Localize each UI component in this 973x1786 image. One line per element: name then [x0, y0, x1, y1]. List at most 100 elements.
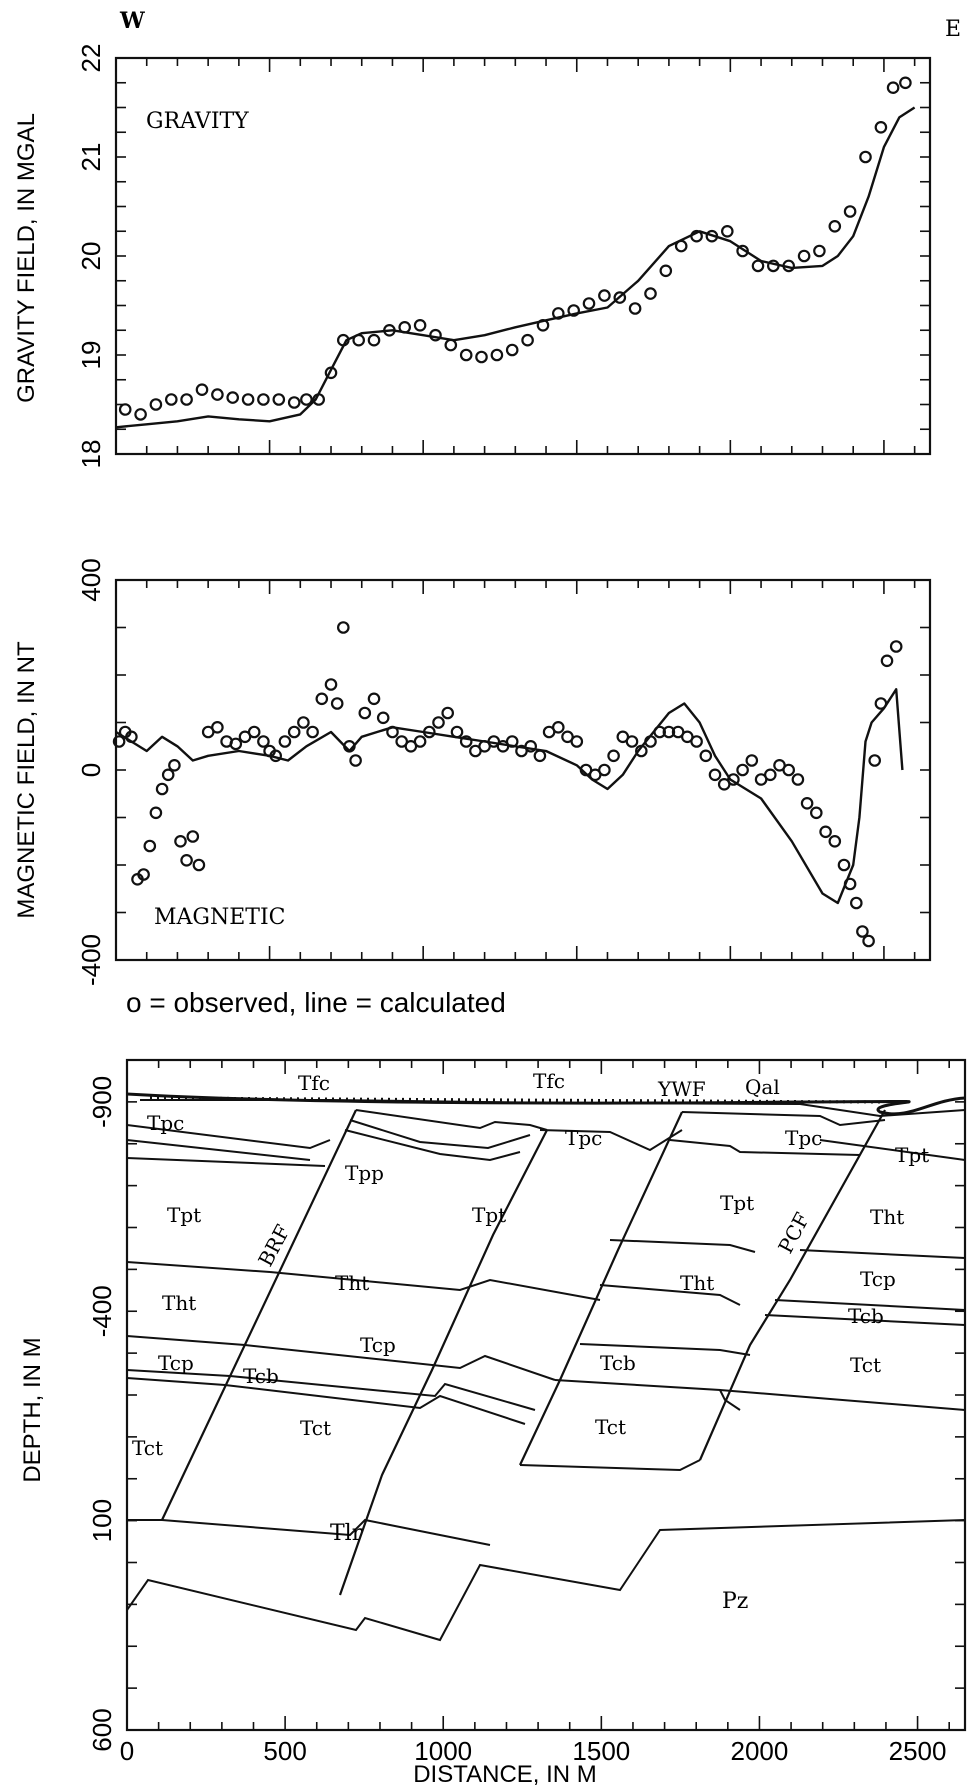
label-tcb-2: Tcb [600, 1351, 636, 1375]
gravity-calculated-line [115, 106, 916, 429]
contact-e4 [764, 1314, 966, 1326]
gravity-ytick-label: 20 [76, 242, 106, 271]
contact-l6 [126, 1369, 231, 1377]
contact-b2-7 [224, 1384, 526, 1425]
label-tct-2: Tct [300, 1416, 331, 1440]
gravity-observed-point [505, 343, 519, 357]
gravity-ytick-labels: 18 19 20 21 22 [76, 44, 106, 469]
gravity-observed-point [886, 81, 900, 94]
magnetic-observed-point [551, 720, 565, 734]
gravity-observed-point [149, 398, 163, 411]
magnetic-observed-point [287, 725, 301, 739]
gravity-observed-point [899, 76, 912, 90]
magnetic-observed-point [247, 725, 261, 739]
magnetic-observed-point [441, 706, 454, 720]
magnetic-ticks [115, 579, 930, 961]
gravity-observed-point [324, 366, 338, 380]
gravity-observed-point [736, 244, 749, 258]
section-xtick-labels: 0 500 1000 1500 2000 2500 [120, 1736, 947, 1766]
section-ylabel: DEPTH, IN M [19, 1337, 46, 1482]
magnetic-observed-point [229, 737, 243, 751]
gravity-observed-point [843, 205, 857, 218]
contact-b2-5 [244, 1344, 556, 1381]
gravity-observed-point [336, 333, 350, 347]
magnetic-observed-point [343, 739, 356, 753]
magnetic-observed-point [791, 773, 805, 786]
magnetic-observed-point [376, 711, 390, 725]
section-frame [125, 1058, 967, 1732]
section-ytick-label: -400 [87, 1285, 117, 1337]
label-tht-4: Tht [870, 1205, 904, 1229]
gravity-observed-point [598, 289, 611, 302]
magnetic-ytick-label: 400 [76, 558, 106, 601]
contact-b2-6 [229, 1375, 536, 1411]
magnetic-observed-point [459, 735, 473, 748]
gravity-observed-point [674, 239, 688, 253]
label-tpp: Tpp [345, 1161, 384, 1185]
contact-e5 [719, 1389, 966, 1411]
contact-b3-5 [519, 1459, 701, 1472]
contact-l2 [126, 1139, 311, 1161]
section-xtick-label: 2500 [889, 1736, 947, 1766]
gravity-observed-point [766, 259, 780, 273]
contact-l5 [126, 1335, 246, 1346]
gravity-ylabel: GRAVITY FIELD, IN MGAL [13, 113, 40, 403]
gravity-observed-point [195, 383, 209, 396]
gravity-observed-point [413, 318, 427, 332]
gravity-ytick-label: 21 [76, 143, 106, 172]
magnetic-observed-point [505, 735, 519, 748]
fault-east [519, 1111, 683, 1466]
label-tcb-1: Tcb [243, 1364, 279, 1388]
gravity-observed-point [226, 391, 239, 404]
label-tpt-1: Tpt [167, 1203, 201, 1227]
label-qal: Qal [745, 1075, 780, 1099]
magnetic-observed-point [607, 749, 620, 763]
label-tct-3: Tct [595, 1415, 626, 1439]
gravity-observed-point [551, 307, 565, 320]
magnetic-observed-point [868, 754, 881, 767]
section-ytick-label: 100 [87, 1499, 117, 1542]
gravity-observed-point [429, 328, 442, 342]
label-tct-1: Tct [132, 1436, 163, 1460]
contact-b2-2 [349, 1119, 531, 1150]
magnetic-observed-point [174, 834, 187, 848]
gravity-observed-point [628, 302, 642, 315]
magnetic-observed-point [745, 754, 759, 767]
label-tht-1: Tht [162, 1291, 196, 1315]
label-tpc-2: Tpc [565, 1126, 602, 1150]
fault-brf [161, 1109, 357, 1521]
gravity-observed-point [659, 264, 673, 278]
magnetic-observed-point [708, 768, 722, 782]
gravity-panel: 18 19 20 21 22 GRAVITY FIELD, IN MGAL GRAVIT… [13, 44, 932, 469]
section-xtick-label: 0 [120, 1736, 134, 1766]
label-tcp-2: Tcp [360, 1333, 396, 1357]
gravity-observed-point [312, 393, 325, 406]
magnetic-observed-point [874, 697, 888, 710]
gravity-observed-point [813, 244, 826, 258]
magnetic-observed-point [336, 621, 350, 634]
gravity-observed-point [180, 393, 193, 406]
label-tpt-4: Tpt [895, 1143, 929, 1167]
contact-b2-8 [161, 1518, 491, 1546]
section-ytick-label: 600 [87, 1708, 117, 1751]
east-label: E [945, 17, 961, 42]
magnetic-observed-point [880, 654, 894, 668]
magnetic-observed-point [837, 858, 851, 872]
gravity-observed-point [475, 350, 488, 364]
magnetic-observed-point [155, 782, 169, 796]
gravity-panel-label: GRAVITY [146, 109, 249, 134]
gravity-observed-point [751, 259, 765, 273]
magnetic-frame [114, 578, 932, 962]
label-tht-3: Tht [680, 1271, 714, 1295]
gravity-observed-point [782, 259, 795, 273]
gravity-observed-point [874, 121, 888, 134]
magnetic-observed-point [192, 858, 206, 872]
magnetic-observed-point [849, 896, 863, 910]
label-tfc-2: Tfc [533, 1069, 565, 1093]
legend-text: o = observed, line = calculated [126, 987, 506, 1018]
gravity-observed-point [272, 393, 286, 406]
magnetic-observed-point [330, 697, 344, 710]
magnetic-observed-point [386, 725, 399, 739]
gravity-observed-point [490, 348, 504, 362]
gravity-ytick-label: 19 [76, 341, 106, 370]
